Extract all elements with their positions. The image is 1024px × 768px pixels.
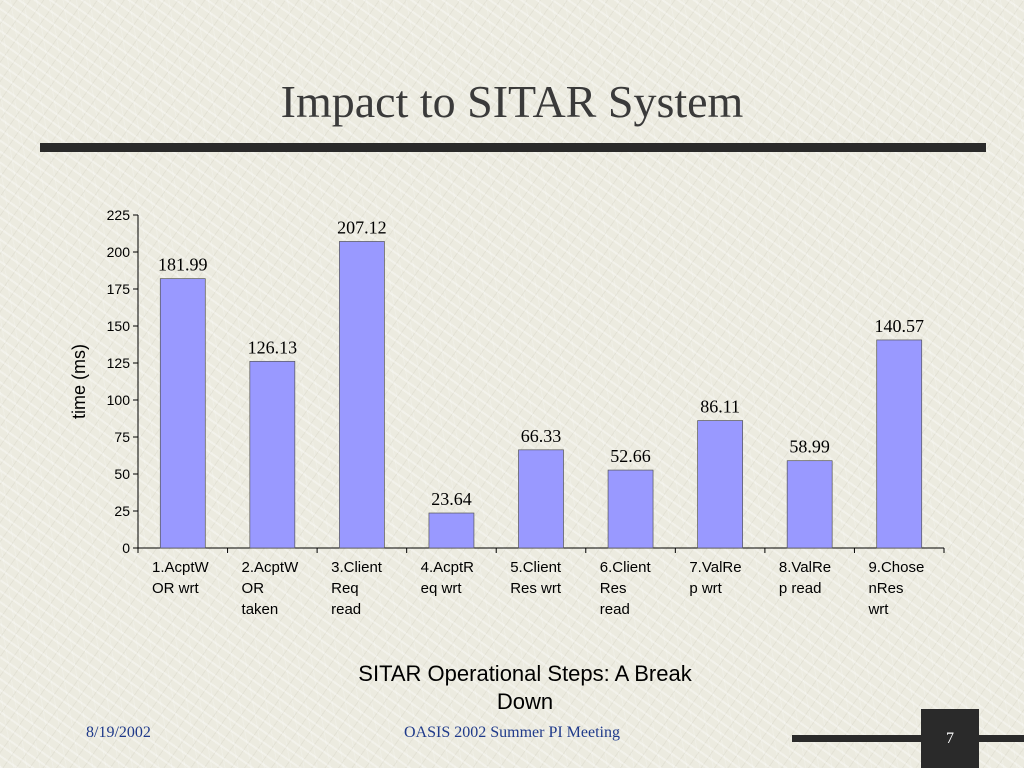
y-tick-label: 100: [107, 392, 131, 408]
title-divider: [40, 143, 986, 152]
y-tick-label: 75: [114, 429, 130, 445]
x-tick-label-line: Res wrt: [510, 580, 562, 597]
bar: [249, 360, 296, 549]
x-tick-label-line: 7.ValRe: [689, 559, 741, 576]
y-tick-label: 200: [107, 244, 131, 260]
x-tick-label-line: Req: [331, 580, 359, 597]
x-axis-label-line: SITAR Operational Steps: A Break: [358, 661, 692, 686]
bar: [876, 339, 923, 549]
x-tick-label-line: 9.Chose: [868, 559, 924, 576]
x-tick-label-line: 4.AcptR: [421, 559, 475, 576]
data-label: 86.11: [700, 397, 740, 417]
x-axis-label: SITAR Operational Steps: A Break Down: [358, 661, 692, 714]
bar: [339, 241, 385, 549]
y-tick-label: 25: [114, 503, 130, 519]
data-label: 140.57: [874, 316, 924, 336]
x-tick-label-line: 3.Client: [331, 559, 383, 576]
x-tick-label: 6.Client Res read: [600, 559, 652, 618]
x-tick-label: 8.ValRe p read: [779, 559, 831, 597]
y-tick-label: 50: [114, 466, 130, 482]
x-tick-label-line: read: [600, 601, 630, 618]
x-axis-label-line: Down: [497, 689, 553, 714]
y-tick-label: 125: [107, 355, 131, 371]
y-tick-label: 150: [107, 318, 131, 334]
x-tick-label-line: Res: [600, 580, 627, 597]
x-tick-label-line: 2.AcptW: [242, 559, 300, 576]
footer-meeting-name: OASIS 2002 Summer PI Meeting: [404, 724, 620, 741]
x-tick-label-line: 5.Client: [510, 559, 562, 576]
x-tick-label-line: p read: [779, 580, 822, 597]
x-tick-label-line: wrt: [867, 601, 889, 618]
x-tick-label-line: taken: [242, 601, 279, 618]
footer-date: 8/19/2002: [86, 724, 151, 741]
data-label: 207.12: [337, 217, 387, 237]
data-label: 181.99: [158, 255, 208, 275]
x-tick-label: 2.AcptW OR taken: [242, 559, 300, 618]
bar: [607, 469, 654, 549]
data-label: 23.64: [431, 489, 472, 509]
y-tick-label: 175: [107, 281, 131, 297]
x-tick-label-line: 8.ValRe: [779, 559, 831, 576]
x-tick-label-line: 1.AcptW: [152, 559, 210, 576]
y-axis-label: time (ms): [69, 344, 89, 419]
footer-divider: [792, 735, 1024, 742]
bar: [518, 449, 564, 549]
bar: [159, 278, 206, 549]
x-tick-label-line: read: [331, 601, 361, 618]
x-tick-label-line: eq wrt: [421, 580, 463, 597]
x-tick-label-line: OR wrt: [152, 580, 199, 597]
data-label: 52.66: [610, 446, 651, 466]
y-tick-label: 225: [107, 207, 131, 223]
bar: [428, 512, 475, 549]
data-label: 66.33: [521, 426, 562, 446]
page-number: 7: [921, 709, 979, 768]
x-tick-label-line: 6.Client: [600, 559, 652, 576]
x-tick-label: 5.Client Res wrt: [510, 559, 562, 597]
bar: [697, 420, 743, 549]
x-tick-label-line: nRes: [868, 580, 903, 597]
x-tick-label: 1.AcptW OR wrt: [152, 559, 210, 597]
x-tick-label: 4.AcptR eq wrt: [421, 559, 475, 597]
data-label: 126.13: [248, 337, 298, 357]
x-tick-label-line: OR: [242, 580, 265, 597]
bar: [786, 460, 833, 549]
data-label: 58.99: [789, 437, 830, 457]
x-tick-label: 3.Client Req read: [331, 559, 383, 618]
y-tick-label: 0: [122, 540, 130, 556]
x-tick-label: 7.ValRe p wrt: [689, 559, 741, 597]
slide-title: Impact to SITAR System: [280, 76, 744, 127]
x-tick-label-line: p wrt: [689, 580, 722, 597]
x-tick-label: 9.Chose nRes wrt: [867, 559, 924, 618]
